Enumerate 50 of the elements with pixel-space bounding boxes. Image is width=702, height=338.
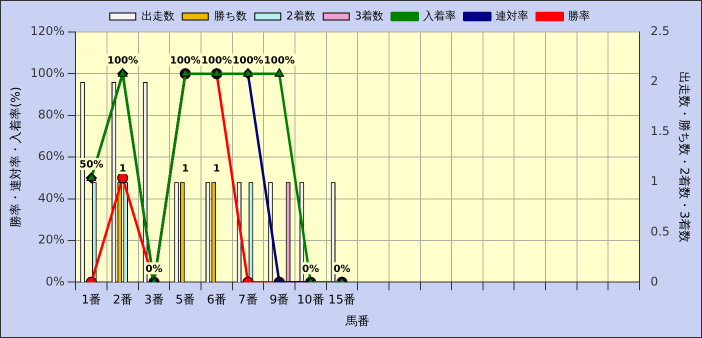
y2-tick-label: 1 (650, 174, 658, 188)
x-axis-title: 馬番 (344, 314, 370, 328)
annotation: 100% (201, 55, 232, 66)
y2-axis-title: 出走数・勝ち数・2着数・3着数 (678, 71, 692, 243)
point (118, 68, 128, 77)
legend-label: 2着数 (286, 9, 316, 22)
legend-label: 入着率 (423, 9, 456, 22)
x-tick-label: 2番 (112, 292, 133, 307)
annotation: 50% (79, 160, 104, 171)
legend-label: 3着数 (354, 9, 384, 22)
y2-tick-label: 0.5 (650, 224, 670, 238)
y2-tick-label: 1.5 (650, 124, 670, 138)
x-tick-label: 15番 (328, 292, 356, 307)
x-tick-label: 1番 (82, 292, 102, 307)
point (180, 68, 190, 77)
legend-label: 出走数 (141, 9, 174, 22)
legend-label: 連対率 (496, 9, 529, 22)
x-tick-label: 9番 (269, 292, 290, 307)
y-tick-label: 120% (30, 24, 65, 38)
x-tick-label: 7番 (238, 292, 258, 307)
annotation: 100% (107, 55, 138, 66)
point (212, 68, 222, 77)
y-tick-label: 0% (46, 274, 65, 288)
x-tick-label: 6番 (206, 292, 226, 307)
annotation: 100% (264, 55, 295, 66)
legend-label: 勝率 (568, 9, 590, 22)
y-tick-label: 80% (38, 108, 65, 122)
y-tick-label: 100% (30, 66, 65, 80)
y-tick-label: 40% (38, 190, 65, 205)
x-tick-label: 5番 (176, 292, 196, 307)
annotation: 0% (333, 264, 350, 275)
y2-tick-label: 2.5 (650, 24, 670, 38)
point (243, 68, 253, 77)
annotation: 1 (213, 164, 220, 175)
point (86, 172, 96, 181)
x-tick-label: 3番 (144, 292, 164, 307)
y-axis-title: 勝率・連対率・入着率(%) (8, 86, 22, 228)
annotation: 100% (170, 55, 201, 66)
y-tick-label: 60% (38, 149, 65, 164)
x-tick-label: 10番 (296, 292, 324, 307)
y2-tick-label: 2 (650, 74, 658, 88)
annotation: 100% (232, 55, 264, 66)
y-tick-label: 20% (38, 232, 65, 247)
annotation: 1 (119, 164, 126, 175)
point (274, 68, 284, 77)
annotation: 1 (182, 164, 189, 175)
annotation: 0% (146, 264, 163, 275)
legend-label: 勝ち数 (214, 9, 247, 22)
annotation: 0% (302, 264, 320, 275)
y2-tick-label: 0 (650, 274, 658, 288)
